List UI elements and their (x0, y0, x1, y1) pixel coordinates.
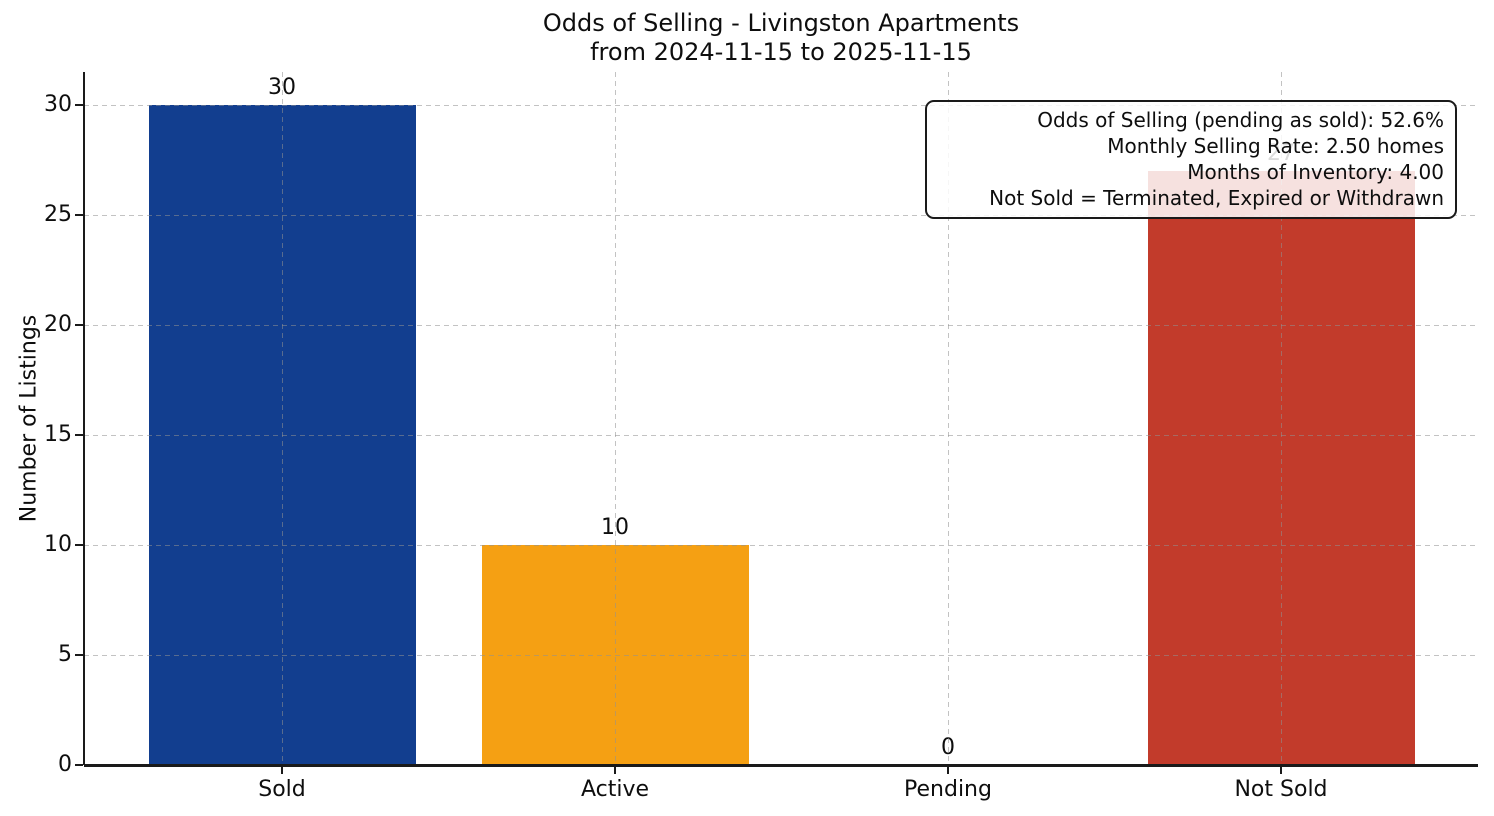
annotation-not-sold-legend: Not Sold = Terminated, Expired or Withdr… (989, 186, 1444, 210)
y-tick-label-30: 30 (44, 92, 72, 117)
stats-annotation-box: Odds of Selling (pending as sold): 52.6%… (925, 100, 1457, 219)
y-tick-label-15: 15 (44, 422, 72, 447)
chart-title-line2: from 2024-11-15 to 2025-11-15 (590, 38, 972, 66)
chart-title-line1: Odds of Selling - Livingston Apartments (542, 9, 1020, 37)
x-tick-label-active: Active (580, 777, 650, 802)
y-tick-label-5: 5 (58, 642, 72, 667)
y-tick-mark (75, 214, 83, 216)
annotation-odds-of-selling: Odds of Selling (pending as sold): 52.6% (1037, 108, 1444, 132)
x-axis-spine (84, 764, 1478, 767)
gridline-h-25 (84, 215, 1478, 216)
annotation-monthly-rate: Monthly Selling Rate: 2.50 homes (1107, 134, 1444, 158)
y-tick-mark (75, 324, 83, 326)
gridline-v-not-sold (1281, 72, 1282, 765)
x-tick-label-sold: Sold (258, 777, 306, 802)
y-tick-mark (75, 654, 83, 656)
gridline-v-active (615, 72, 616, 765)
x-tick-label-pending: Pending (904, 777, 992, 802)
x-tick-mark (281, 765, 283, 774)
plot-area: 30 10 0 27 (84, 72, 1478, 765)
y-tick-label-20: 20 (44, 312, 72, 337)
annotation-months-inventory: Months of Inventory: 4.00 (1187, 160, 1444, 184)
x-tick-mark (1280, 765, 1282, 774)
y-tick-mark (75, 764, 83, 766)
y-axis-spine (83, 72, 85, 765)
x-tick-mark (614, 765, 616, 774)
gridline-v-sold (282, 72, 283, 765)
y-tick-mark (75, 434, 83, 436)
x-tick-label-not-sold: Not Sold (1234, 777, 1328, 802)
y-tick-label-0: 0 (58, 752, 72, 777)
y-tick-label-25: 25 (44, 202, 72, 227)
y-tick-mark (75, 544, 83, 546)
chart-title: Odds of Selling - Livingston Apartments … (84, 9, 1478, 67)
gridline-h-5 (84, 655, 1478, 656)
gridline-v-pending (948, 72, 949, 765)
gridline-h-10 (84, 545, 1478, 546)
y-tick-mark (75, 104, 83, 106)
gridline-h-20 (84, 325, 1478, 326)
gridline-h-15 (84, 435, 1478, 436)
y-tick-label-10: 10 (44, 532, 72, 557)
gridline-h-30 (84, 105, 1478, 106)
x-tick-mark (947, 765, 949, 774)
